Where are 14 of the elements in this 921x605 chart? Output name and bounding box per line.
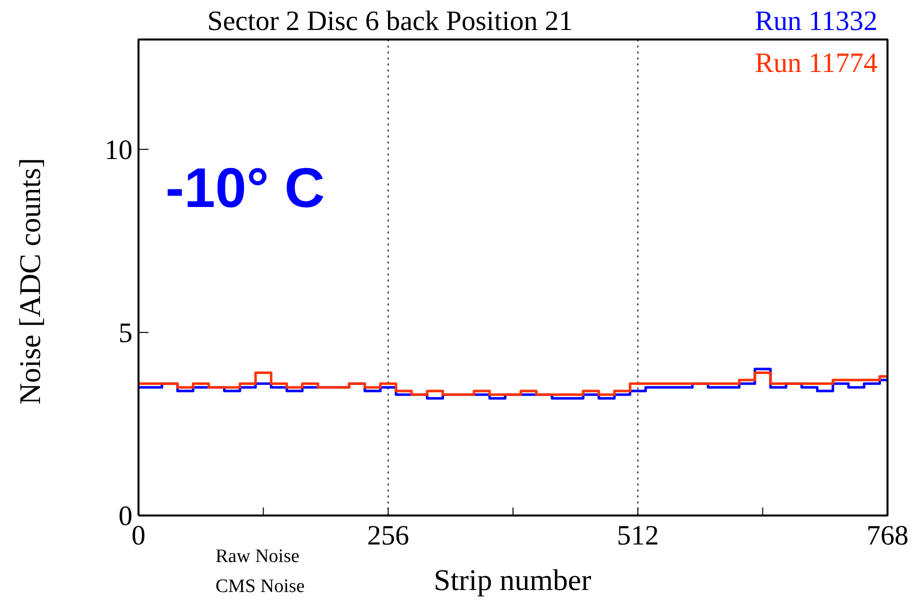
chart-title: Sector 2 Disc 6 back Position 21 <box>207 6 573 37</box>
text: Run 11774 <box>754 48 878 79</box>
text: Raw Noise <box>216 546 300 567</box>
x-axis-title: Strip number <box>434 564 592 597</box>
x-tick-label: 768 <box>866 520 908 552</box>
y-axis-title: Noise [ADC counts] <box>14 158 47 405</box>
text: CMS Noise <box>216 576 305 597</box>
annotation: -10° C <box>166 156 325 219</box>
y-tick-label: 10 <box>104 134 132 166</box>
y-tick-label: 0 <box>118 501 132 532</box>
x-tick-label: 512 <box>616 520 659 552</box>
text: Run 11332 <box>754 6 878 37</box>
x-tick-label: 256 <box>367 520 410 552</box>
y-tick-label: 5 <box>118 318 132 349</box>
